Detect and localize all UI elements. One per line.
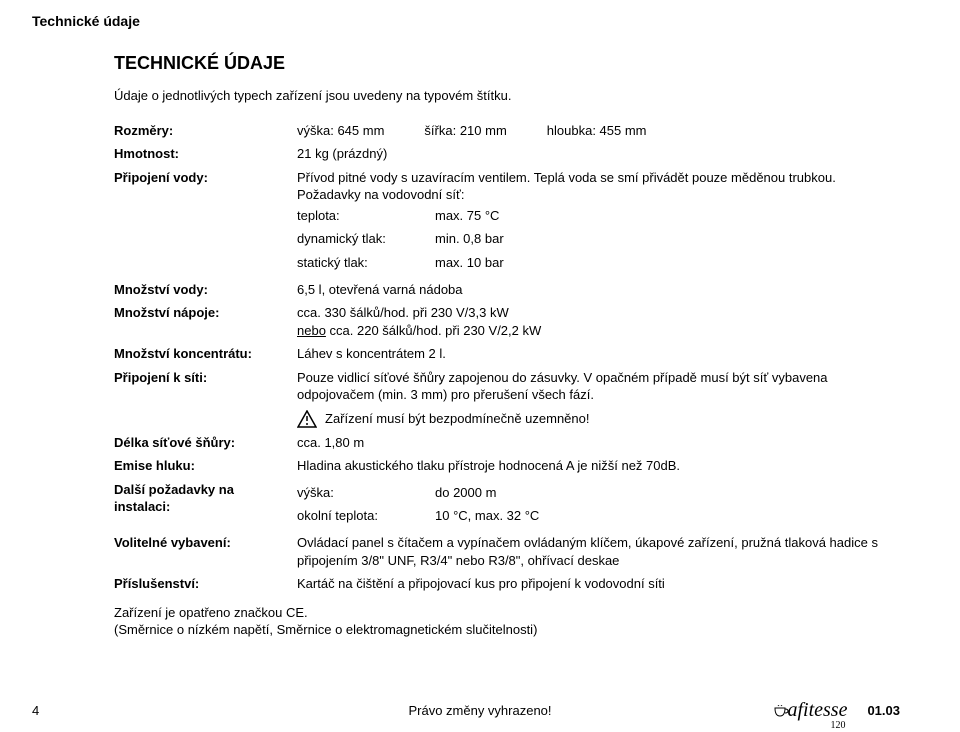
label-delka-snury: Délka síťové šňůry: bbox=[114, 431, 297, 455]
instalace-subtable: výška: do 2000 m okolní teplota: 10 °C, … bbox=[297, 481, 547, 528]
table-row: Připojení vody: Přívod pitné vody s uzav… bbox=[114, 166, 904, 278]
sub-label-stat: statický tlak: bbox=[297, 251, 435, 275]
label-emise-hluku: Emise hluku: bbox=[114, 454, 297, 478]
label-mnozstvi-vody: Množství vody: bbox=[114, 278, 297, 302]
label-pripojeni-vody: Připojení vody: bbox=[114, 166, 297, 278]
table-row: Zařízení je opatřeno značkou CE. (Směrni… bbox=[114, 596, 904, 642]
table-row: Množství koncentrátu: Láhev s koncentrát… bbox=[114, 342, 904, 366]
page-section-label: Technické údaje bbox=[32, 12, 900, 31]
sub-value-dyn: min. 0,8 bar bbox=[435, 227, 512, 251]
label-volitelne: Volitelné vybavení: bbox=[114, 531, 297, 572]
page-number: 4 bbox=[32, 702, 39, 720]
label-dalsi-pozadavky-l2: instalaci: bbox=[114, 498, 289, 516]
value-napoje-rest: cca. 220 šálků/hod. při 230 V/2,2 kW bbox=[326, 323, 541, 338]
cup-icon bbox=[773, 700, 789, 727]
table-row: Množství nápoje: cca. 330 šálků/hod. při… bbox=[114, 301, 904, 342]
sub-value-vyska: do 2000 m bbox=[435, 481, 547, 505]
value-hmotnost: 21 kg (prázdný) bbox=[297, 142, 904, 166]
label-mnozstvi-napoje: Množství nápoje: bbox=[114, 301, 297, 342]
value-napoje-line2: nebo cca. 220 šálků/hod. při 230 V/2,2 k… bbox=[297, 322, 896, 340]
table-row: Připojení k síti: Pouze vidlicí síťové š… bbox=[114, 366, 904, 431]
table-row: Další požadavky na instalaci: výška: do … bbox=[114, 478, 904, 531]
value-mnozstvi-konc: Láhev s koncentrátem 2 l. bbox=[297, 342, 904, 366]
brand-logo: afitesse 120 bbox=[787, 697, 847, 724]
intro-text: Údaje o jednotlivých typech zařízení jso… bbox=[114, 87, 900, 105]
ce-line2: (Směrnice o nízkém napětí, Směrnice o el… bbox=[114, 621, 896, 639]
sub-label-okolni-teplota: okolní teplota: bbox=[297, 504, 435, 528]
sub-value-okolni-teplota: 10 °C, max. 32 °C bbox=[435, 504, 547, 528]
spec-table: Rozměry: výška: 645 mm šířka: 210 mm hlo… bbox=[114, 119, 904, 642]
value-pozadavky-label: Požadavky na vodovodní síť: bbox=[297, 186, 896, 204]
table-row: Hmotnost: 21 kg (prázdný) bbox=[114, 142, 904, 166]
value-pripojeni-k-siti: Pouze vidlicí síťové šňůry zapojenou do … bbox=[297, 369, 896, 404]
table-row: Množství vody: 6,5 l, otevřená varná nád… bbox=[114, 278, 904, 302]
footer-date: 01.03 bbox=[867, 702, 900, 720]
vodovod-subtable: teplota: max. 75 °C dynamický tlak: min.… bbox=[297, 204, 512, 275]
label-hmotnost: Hmotnost: bbox=[114, 142, 297, 166]
footer-center-text: Právo změny vyhrazeno! bbox=[408, 702, 551, 720]
label-dalsi-pozadavky-l1: Další požadavky na bbox=[114, 481, 289, 499]
table-row: Délka síťové šňůry: cca. 1,80 m bbox=[114, 431, 904, 455]
value-volitelne: Ovládací panel s čítačem a vypínačem ovl… bbox=[297, 531, 904, 572]
table-row: Volitelné vybavení: Ovládací panel s čít… bbox=[114, 531, 904, 572]
value-napoje-line1: cca. 330 šálků/hod. při 230 V/3,3 kW bbox=[297, 304, 896, 322]
value-mnozstvi-vody: 6,5 l, otevřená varná nádoba bbox=[297, 278, 904, 302]
label-prislusenstvi: Příslušenství: bbox=[114, 572, 297, 596]
sub-label-vyska: výška: bbox=[297, 481, 435, 505]
value-prislusenstvi: Kartáč na čištění a připojovací kus pro … bbox=[297, 572, 904, 596]
sub-label-dyn: dynamický tlak: bbox=[297, 227, 435, 251]
value-hloubka: hloubka: 455 mm bbox=[547, 122, 647, 140]
sub-value-stat: max. 10 bar bbox=[435, 251, 512, 275]
value-pripojeni-vody-text: Přívod pitné vody s uzavíracím ventilem.… bbox=[297, 169, 896, 187]
value-napoje-nebo: nebo bbox=[297, 323, 326, 338]
brand-sub: 120 bbox=[830, 719, 845, 732]
value-sirka: šířka: 210 mm bbox=[424, 122, 506, 140]
table-row: Příslušenství: Kartáč na čištění a připo… bbox=[114, 572, 904, 596]
warning-text: Zařízení musí být bezpodmínečně uzemněno… bbox=[325, 410, 589, 428]
page-title: TECHNICKÉ ÚDAJE bbox=[114, 51, 900, 75]
label-mnozstvi-konc: Množství koncentrátu: bbox=[114, 342, 297, 366]
value-emise-hluku: Hladina akustického tlaku přístroje hodn… bbox=[297, 454, 904, 478]
table-row: Emise hluku: Hladina akustického tlaku p… bbox=[114, 454, 904, 478]
value-vyska: výška: 645 mm bbox=[297, 122, 384, 140]
warning-icon bbox=[297, 410, 317, 428]
table-row: Rozměry: výška: 645 mm šířka: 210 mm hlo… bbox=[114, 119, 904, 143]
ce-line1: Zařízení je opatřeno značkou CE. bbox=[114, 604, 896, 622]
sub-label-teplota: teplota: bbox=[297, 204, 435, 228]
page-footer: 4 Právo změny vyhrazeno! afitesse 120 01… bbox=[0, 697, 960, 724]
label-pripojeni-k-siti: Připojení k síti: bbox=[114, 366, 297, 431]
label-rozmery: Rozměry: bbox=[114, 119, 297, 143]
value-delka-snury: cca. 1,80 m bbox=[297, 431, 904, 455]
sub-value-teplota: max. 75 °C bbox=[435, 204, 512, 228]
